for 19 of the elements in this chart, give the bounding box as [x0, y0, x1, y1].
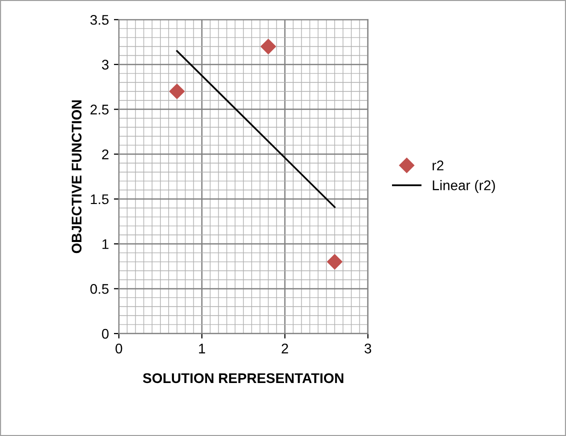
y-tick-label: 1 [102, 239, 108, 249]
y-tick-label: 0 [102, 328, 109, 339]
y-tick-label: 3 [102, 60, 109, 70]
y-tick-label: 1.5 [90, 194, 109, 204]
point [327, 254, 342, 270]
y-tick-label: 2 [102, 149, 108, 160]
y-axis-title: OBJECTIVE FUNCTION [72, 100, 82, 254]
legend-label: Linear (r2) [432, 180, 495, 193]
x-tick-label: 1 [199, 344, 206, 354]
legend-label: r2 [432, 160, 444, 170]
x-axis-title: SOLUTION REPRESENTATION [142, 373, 344, 384]
y-tick-label: 2.5 [90, 104, 109, 114]
y-tick-label: 0.5 [90, 284, 109, 294]
x-tick-label: 0 [116, 344, 122, 354]
x-tick-label: 3 [364, 344, 372, 354]
x-tick-label: 2 [282, 344, 288, 354]
point [260, 38, 276, 54]
y-tick-label: 3.5 [90, 14, 109, 25]
point [169, 84, 185, 100]
